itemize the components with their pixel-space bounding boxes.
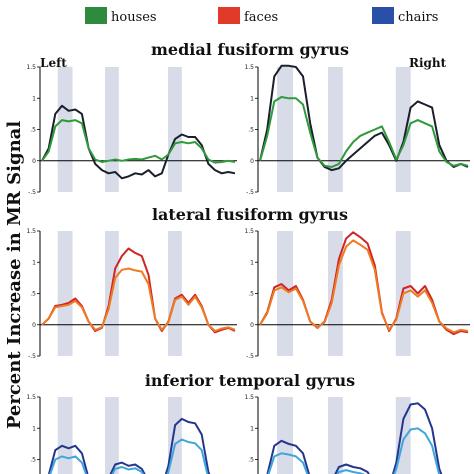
y-tick-label: -.5 bbox=[28, 189, 36, 196]
y-tick-label: 0 bbox=[250, 158, 254, 165]
legend-swatch-chairs bbox=[372, 7, 394, 24]
y-tick-label: .5 bbox=[30, 457, 36, 464]
series-line bbox=[41, 119, 236, 164]
series-line bbox=[47, 417, 211, 474]
y-tick-label: 1.5 bbox=[26, 394, 36, 401]
panel-lateral-fusiform-gyrus-right: 1.51.50-.5 bbox=[244, 228, 470, 360]
y-tick-label: 1.5 bbox=[26, 228, 36, 235]
stimulus-block bbox=[277, 397, 293, 474]
y-axis-label: Percent Increase in MR Signal bbox=[4, 121, 25, 430]
stimulus-block bbox=[168, 67, 182, 192]
stimulus-block bbox=[277, 67, 293, 192]
stimulus-block bbox=[57, 67, 73, 192]
legend-label-chairs: chairs bbox=[398, 10, 438, 25]
legend-swatch-faces bbox=[218, 7, 240, 24]
y-tick-label: 1.5 bbox=[26, 64, 36, 71]
y-tick-label: -.5 bbox=[246, 353, 254, 360]
stimulus-block bbox=[57, 397, 73, 474]
panel-lateral-fusiform-gyrus-left: 1.51.50-.5 bbox=[26, 228, 237, 360]
region-title-lateral: lateral fusiform gyrus bbox=[152, 205, 348, 224]
stimulus-block bbox=[327, 67, 343, 192]
y-tick-label: 0 bbox=[32, 158, 36, 165]
y-tick-label: 1 bbox=[32, 425, 36, 432]
y-tick-label: 0 bbox=[32, 322, 36, 329]
y-tick-label: .5 bbox=[248, 291, 254, 298]
side-label-left: Left bbox=[40, 56, 67, 70]
series-line bbox=[259, 239, 469, 334]
panel-inferior-temporal-gyrus-left: 1.51.5 bbox=[26, 394, 211, 474]
y-tick-label: .5 bbox=[248, 127, 254, 134]
y-tick-label: 1 bbox=[32, 95, 36, 102]
stimulus-block bbox=[327, 231, 343, 356]
series-line bbox=[259, 96, 469, 168]
panel-medial-fusiform-gyrus-left: 1.51.50-.5 bbox=[26, 64, 237, 196]
y-tick-label: 1 bbox=[250, 95, 254, 102]
panel-medial-fusiform-gyrus-right: 1.51.50-.5 bbox=[244, 64, 470, 196]
y-tick-label: 0 bbox=[250, 322, 254, 329]
stimulus-block bbox=[57, 231, 73, 356]
legend-label-houses: houses bbox=[111, 10, 157, 25]
y-tick-label: 1 bbox=[250, 425, 254, 432]
panel-inferior-temporal-gyrus-right: 1.51.5 bbox=[244, 394, 443, 474]
legend-swatch-houses bbox=[85, 7, 107, 24]
stimulus-block bbox=[105, 397, 119, 474]
y-tick-label: -.5 bbox=[246, 189, 254, 196]
y-tick-label: -.5 bbox=[28, 353, 36, 360]
series-line bbox=[266, 402, 443, 474]
y-tick-label: .5 bbox=[30, 127, 36, 134]
series-line bbox=[49, 438, 209, 474]
side-label-right: Right bbox=[409, 56, 447, 70]
y-tick-label: 1 bbox=[32, 259, 36, 266]
stimulus-block bbox=[277, 231, 293, 356]
legend: houses faces chairs bbox=[85, 7, 438, 25]
y-tick-label: .5 bbox=[248, 457, 254, 464]
y-tick-label: .5 bbox=[30, 291, 36, 298]
y-tick-label: 1 bbox=[250, 259, 254, 266]
y-tick-label: 1.5 bbox=[244, 64, 254, 71]
y-tick-label: 1.5 bbox=[244, 394, 254, 401]
legend-label-faces: faces bbox=[244, 10, 278, 25]
region-title-inferior: inferior temporal gyrus bbox=[145, 371, 355, 390]
region-title-medial: medial fusiform gyrus bbox=[151, 40, 349, 59]
chart-panels: 1.51.50-.51.51.50-.51.51.50-.51.51.50-.5… bbox=[26, 64, 470, 474]
series-line bbox=[267, 427, 441, 474]
stimulus-block bbox=[168, 231, 182, 356]
series-line bbox=[259, 64, 469, 172]
series-line bbox=[41, 267, 236, 332]
stimulus-block bbox=[327, 397, 343, 474]
y-tick-label: 1.5 bbox=[244, 228, 254, 235]
